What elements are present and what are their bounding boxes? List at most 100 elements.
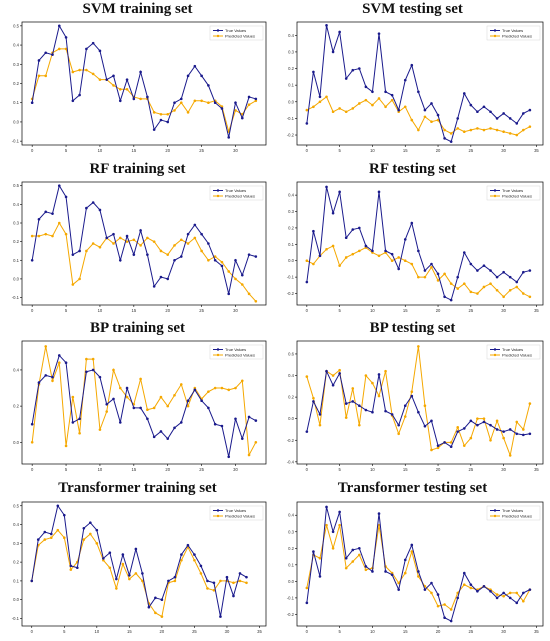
predicted-value-point	[85, 357, 88, 361]
true-value-point	[351, 68, 355, 72]
predicted-value-point	[489, 127, 492, 130]
true-value-point	[152, 285, 156, 288]
predicted-value-point	[403, 259, 407, 263]
predicted-value-point	[254, 299, 258, 303]
true-value-point	[312, 70, 315, 74]
true-value-point	[105, 236, 109, 240]
x-tick-label: 25	[199, 148, 204, 153]
true-value-point	[128, 573, 131, 577]
x-tick-label: 35	[534, 148, 539, 153]
true-value-point	[234, 258, 237, 262]
true-value-point	[132, 253, 136, 256]
true-value-point	[502, 112, 505, 115]
predicted-value-point	[71, 283, 75, 286]
true-value-point	[469, 583, 473, 586]
y-tick-label: 0.0	[288, 579, 294, 584]
predicted-value-point	[166, 112, 170, 116]
true-value-point	[207, 406, 210, 410]
true-value-point	[57, 354, 61, 357]
true-value-point	[64, 36, 68, 39]
predicted-value-point	[44, 345, 48, 348]
predicted-value-point	[358, 553, 361, 557]
true-value-point	[436, 113, 440, 117]
y-tick-label: -0.1	[287, 116, 295, 121]
predicted-value-point	[37, 234, 41, 238]
predicted-value-point	[364, 568, 368, 572]
true-value-point	[403, 78, 407, 82]
true-value-point	[62, 513, 66, 517]
predicted-value-point	[351, 107, 355, 110]
x-tick-label: 25	[199, 308, 204, 313]
true-value-point	[152, 128, 156, 131]
predicted-value-point	[358, 423, 361, 427]
predicted-value-point	[82, 538, 86, 541]
predicted-value-point	[469, 290, 473, 294]
predicted-value-point	[179, 101, 183, 105]
true-value-point	[240, 273, 244, 277]
true-value-point	[247, 95, 251, 99]
true-value-point	[186, 399, 190, 402]
predicted-value-point	[417, 345, 420, 348]
predicted-value-point	[462, 130, 466, 134]
plot-frame	[296, 501, 544, 627]
true-value-point	[325, 505, 328, 509]
predicted-value-point	[476, 417, 479, 420]
true-value-point	[371, 410, 374, 414]
predicted-value-point	[423, 115, 427, 119]
predicted-value-point	[56, 528, 60, 532]
true-value-point	[430, 262, 433, 266]
predicted-value-point	[78, 277, 81, 281]
true-value-point	[515, 122, 519, 125]
true-value-point	[515, 601, 519, 605]
y-tick-label: 0.0	[13, 597, 19, 602]
true-value-point	[193, 64, 197, 68]
predicted-value-point	[213, 255, 217, 258]
predicted-value-point	[482, 285, 486, 289]
x-tick-label: 35	[257, 629, 262, 634]
predicted-value-point	[436, 118, 440, 122]
true-value-point	[469, 419, 473, 423]
true-value-point	[82, 527, 86, 530]
predicted-value-point	[240, 283, 244, 286]
x-tick-label: 20	[436, 629, 441, 634]
predicted-value-point	[220, 260, 224, 264]
true-value-point	[64, 361, 68, 365]
predicted-value-point	[456, 426, 460, 429]
true-value-point	[78, 93, 81, 97]
predicted-value-point	[469, 128, 473, 132]
true-value-point	[358, 226, 361, 230]
x-tick-label: 0	[306, 148, 309, 153]
predicted-value-point	[312, 105, 315, 109]
y-tick-label: 0.1	[288, 562, 294, 567]
predicted-value-point	[522, 599, 525, 603]
x-tick-label: 20	[165, 308, 170, 313]
true-value-point	[76, 566, 79, 570]
x-tick-label: 15	[131, 308, 136, 313]
legend-label: True Values	[502, 347, 523, 352]
true-value-point	[417, 90, 420, 94]
true-values-line	[31, 24, 256, 138]
y-tick-label: 0.4	[13, 43, 19, 48]
y-tick-label: 0.5	[13, 23, 19, 28]
predicted-value-point	[152, 240, 156, 243]
true-value-point	[51, 212, 54, 215]
true-value-point	[508, 596, 512, 600]
true-value-point	[410, 63, 414, 67]
true-value-point	[37, 59, 41, 62]
chart-title: RF testing set	[369, 161, 456, 177]
predicted-value-point	[410, 390, 414, 394]
predicted-value-point	[64, 47, 68, 51]
predicted-value-point	[476, 292, 479, 295]
predicted-value-point	[449, 441, 453, 444]
predicted-value-point	[180, 558, 183, 562]
predicted-value-point	[105, 410, 109, 413]
x-tick-label: 30	[501, 629, 506, 634]
true-value-point	[515, 432, 519, 436]
true-value-point	[200, 74, 203, 78]
legend-box	[486, 505, 541, 521]
legend-label: Predicted Values	[502, 353, 532, 358]
predicted-value-point	[403, 571, 407, 575]
legend-marker	[493, 353, 497, 357]
true-value-point	[489, 589, 492, 593]
true-value-point	[358, 67, 361, 70]
